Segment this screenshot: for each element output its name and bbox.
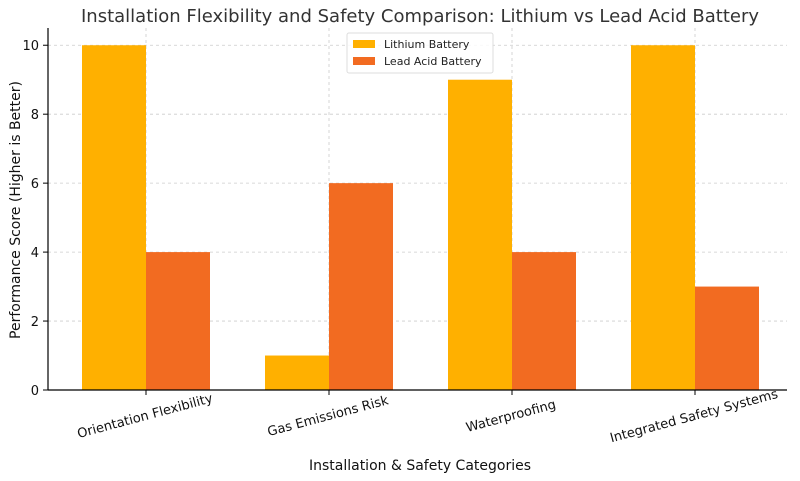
chart-title: Installation Flexibility and Safety Comp… [81, 6, 759, 27]
y-tick-label: 6 [31, 177, 39, 192]
bar-lead-acid-2 [512, 252, 576, 390]
y-tick-label: 8 [31, 108, 39, 123]
bar-lithium-2 [448, 79, 512, 390]
y-tick-label: 0 [31, 384, 39, 399]
legend-entry-1: Lead Acid Battery [384, 55, 482, 68]
x-axis-label: Installation & Safety Categories [309, 458, 531, 474]
axes [47, 28, 787, 391]
x-tick-label: Waterproofing [465, 397, 558, 435]
legend-entry-0: Lithium Battery [384, 38, 470, 51]
y-tick-label: 2 [31, 315, 39, 330]
x-tick-label: Orientation Flexibility [76, 391, 215, 442]
legend: Lithium Battery Lead Acid Battery [346, 32, 494, 74]
y-tick-label: 10 [22, 39, 39, 54]
y-ticks: 0 2 4 6 8 10 [22, 39, 48, 399]
bar-lead-acid-3 [695, 286, 759, 390]
bar-lithium-1 [265, 355, 329, 390]
x-tick-label: Integrated Safety Systems [609, 387, 780, 446]
bar-lead-acid-0 [146, 252, 210, 390]
x-ticks: Orientation Flexibility Gas Emissions Ris… [76, 387, 780, 446]
bar-lithium-0 [82, 45, 146, 390]
x-tick-label: Gas Emissions Risk [266, 393, 391, 440]
y-tick-label: 4 [31, 246, 39, 261]
bar-lead-acid-1 [329, 183, 393, 390]
legend-box [346, 32, 494, 74]
y-axis-label: Performance Score (Higher is Better) [8, 81, 24, 339]
bars [82, 45, 759, 390]
bar-lithium-3 [631, 45, 695, 390]
legend-swatch-0 [353, 40, 375, 48]
legend-swatch-1 [353, 57, 375, 65]
